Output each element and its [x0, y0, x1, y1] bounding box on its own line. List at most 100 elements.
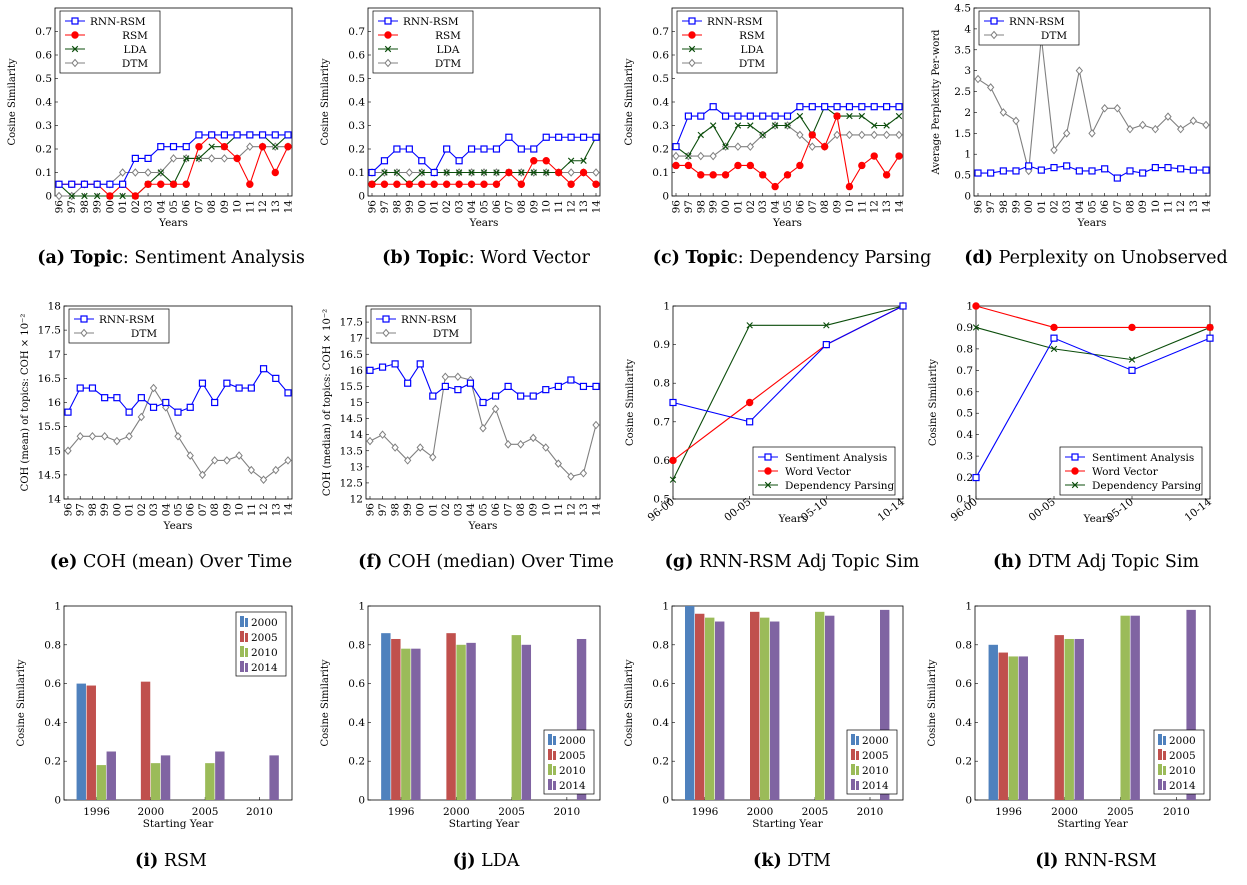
circle-marker [517, 180, 526, 188]
subfigure-caption: (j) LDA [453, 851, 520, 871]
caption-text: COH (mean) Over Time [83, 552, 292, 572]
y-tick-label: 0.6 [652, 50, 669, 62]
legend-swatch [851, 764, 855, 775]
y-tick-label: 0.8 [652, 639, 669, 651]
square-marker [284, 131, 292, 139]
circle-marker [380, 180, 389, 188]
y-tick-label: 0.4 [44, 717, 61, 729]
x-tick-label: 96 [671, 200, 683, 214]
diamond-marker [479, 423, 487, 433]
bar [1186, 609, 1196, 800]
square-marker [669, 398, 677, 407]
square-marker [821, 103, 829, 111]
caption-letter: (e) [50, 552, 78, 572]
y-tick-label: 0.2 [44, 756, 61, 768]
legend-swatch [856, 766, 859, 775]
square-marker [284, 389, 292, 397]
x-tick-label: 97 [683, 200, 695, 213]
square-marker [1101, 165, 1109, 173]
square-marker [101, 394, 109, 402]
subfigure-caption: (i) RSM [135, 851, 207, 871]
x-tick-label: 07 [193, 200, 205, 213]
circle-marker [1050, 323, 1058, 332]
y-tick-label: 0.4 [348, 717, 365, 729]
square-marker [455, 157, 463, 165]
legend-swatch [240, 661, 244, 672]
diamond-marker [272, 465, 280, 475]
square-marker [1063, 162, 1071, 170]
circle-marker [669, 456, 677, 465]
bar [705, 617, 715, 800]
x-axis-label: Years [772, 217, 802, 229]
y-tick-label: 0 [45, 191, 52, 203]
legend-label: DTM [433, 328, 459, 340]
diamond-marker [1202, 120, 1210, 130]
diamond-marker [55, 191, 63, 201]
square-marker [64, 408, 72, 416]
x-tick-label: 00 [104, 200, 116, 213]
y-axis-label: Cosine Similarity [7, 58, 18, 145]
x-tick-label: 08 [209, 503, 221, 516]
series-rnn-rsm [672, 103, 903, 151]
square-marker [1206, 334, 1214, 342]
diamond-marker [504, 440, 512, 449]
x-tick-label: 00 [416, 200, 428, 213]
x-tick-label: 2000 [1051, 806, 1078, 818]
cross-marker [697, 131, 704, 139]
series-dtm [55, 142, 292, 201]
y-tick-label: 1 [358, 601, 365, 613]
x-tick-label: 06 [185, 503, 197, 517]
cross-marker [796, 112, 804, 120]
legend-label: 2000 [251, 617, 278, 629]
legend-swatch [548, 779, 552, 790]
circle-marker [467, 180, 476, 188]
x-tick-label: 11 [246, 503, 258, 516]
square-marker [405, 145, 413, 153]
y-tick-label: 0.8 [44, 639, 61, 651]
x-axis-label: Years [468, 520, 498, 532]
legend-label: Sentiment Analysis [1092, 452, 1194, 464]
cross-marker [81, 192, 88, 200]
diamond-marker [284, 456, 292, 465]
legend: 2000 2005 2010 2014 [235, 611, 287, 677]
cross-marker [384, 45, 392, 53]
bar [269, 755, 279, 800]
x-tick-label: 2005 [498, 806, 525, 818]
y-tick-label: 0.2 [348, 756, 365, 768]
y-tick-label: 0.1 [956, 494, 973, 506]
y-tick-label: 17 [48, 349, 61, 361]
square-marker [764, 453, 772, 461]
square-marker [137, 394, 145, 402]
caption-letter: (h) [993, 552, 1022, 572]
x-tick-label: 98 [998, 200, 1010, 213]
circle-marker [759, 171, 767, 179]
y-axis-label: Cosine Similarity [624, 659, 635, 746]
square-marker [504, 382, 512, 391]
y-tick-label: 16.5 [340, 349, 363, 361]
y-tick-label: 0.2 [955, 756, 972, 768]
series-line [975, 337, 1211, 478]
diamond-marker [174, 432, 182, 441]
plot-frame [975, 305, 1211, 500]
x-tick-label: 07 [503, 503, 515, 516]
diamond-marker [592, 168, 600, 177]
square-marker [542, 133, 550, 141]
x-tick-label: 04 [465, 503, 477, 517]
circle-marker [592, 180, 600, 188]
cross-marker [759, 131, 766, 139]
cross-marker [688, 45, 696, 53]
diamond-marker [1101, 103, 1109, 113]
circle-marker [71, 31, 79, 39]
circle-marker [579, 168, 588, 177]
square-marker [480, 145, 488, 153]
x-tick-label: 06 [181, 200, 193, 214]
square-marker [169, 143, 178, 151]
bar [715, 621, 725, 800]
legend-label: 2014 [862, 780, 889, 792]
legend-label: RNN-RSM [90, 16, 146, 28]
series-rnn-rsm [366, 360, 600, 407]
square-marker [125, 408, 133, 416]
x-tick-label: 12 [869, 200, 881, 213]
diamond-marker [974, 74, 982, 84]
